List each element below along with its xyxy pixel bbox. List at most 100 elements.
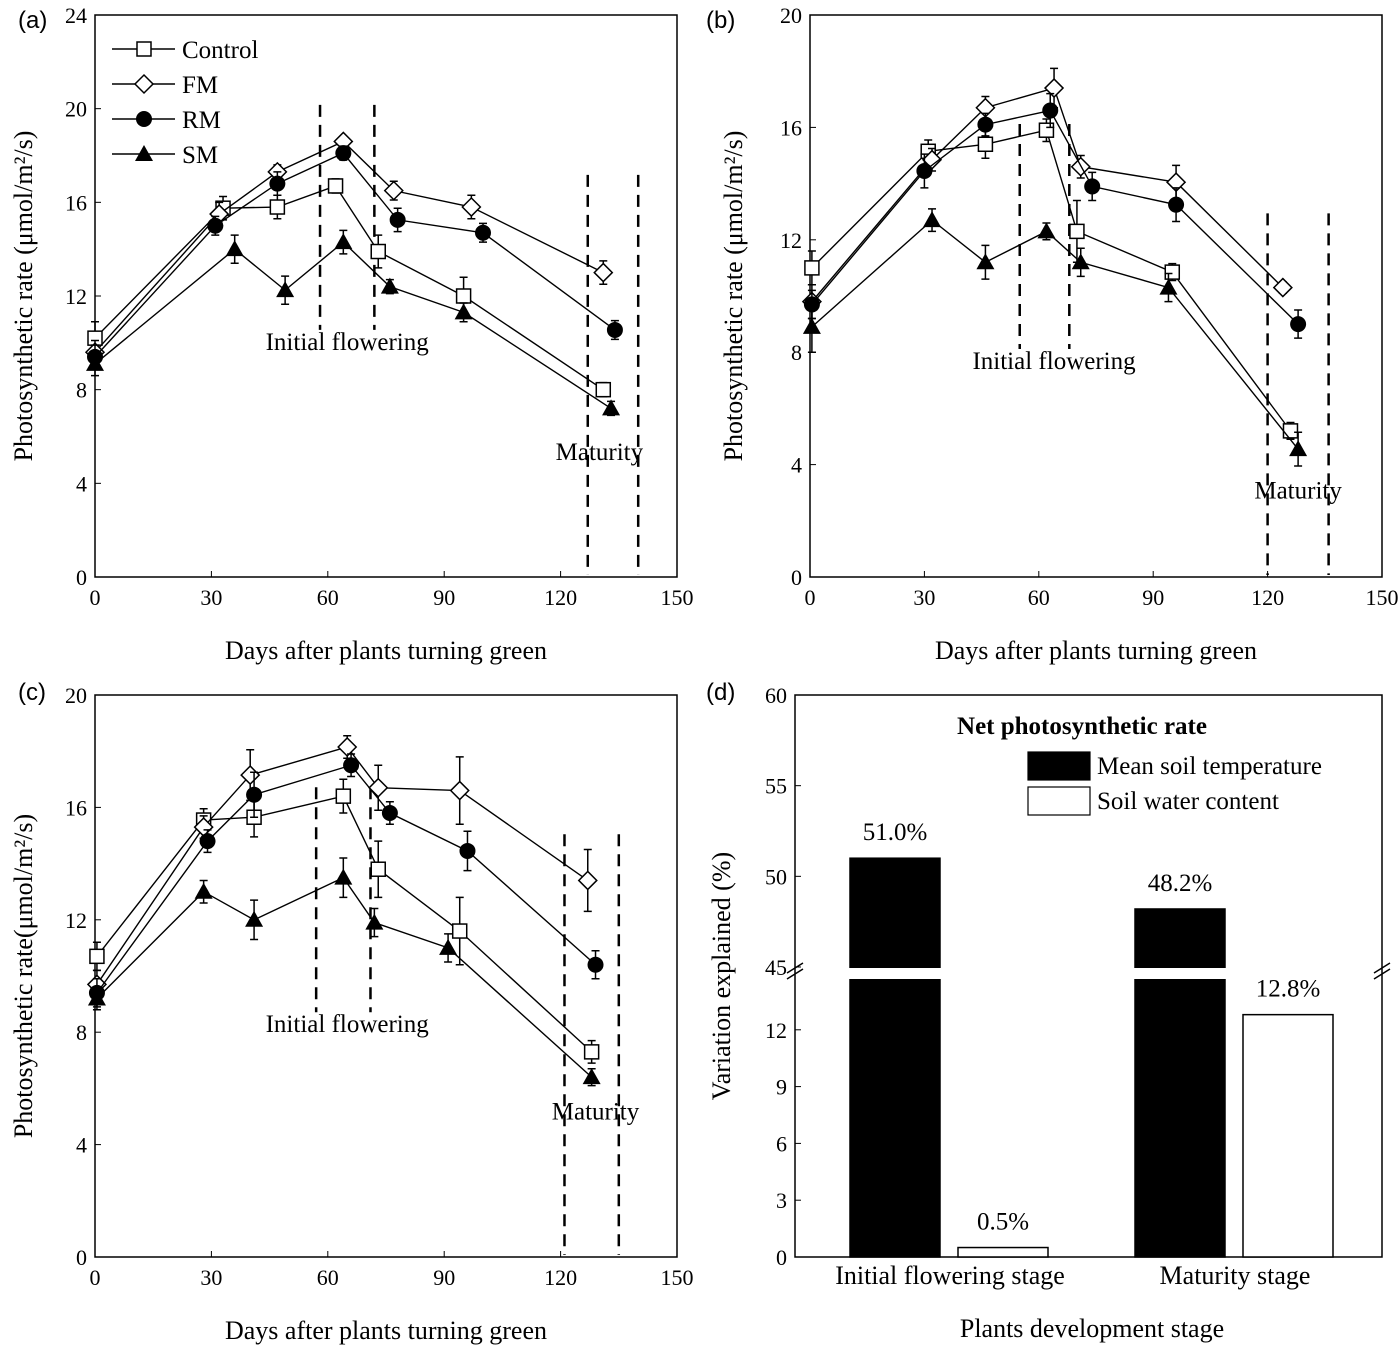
annotation-initial-flowering: Initial flowering [266, 1011, 430, 1038]
legend-swatch [1027, 751, 1091, 781]
marker-diamond [1272, 277, 1293, 298]
marker-triangle [1071, 253, 1090, 270]
marker-triangle [86, 354, 104, 371]
x-tick-label: 0 [90, 1265, 101, 1290]
bar-soil-water [957, 1246, 1049, 1258]
y-tick-label: 0 [76, 565, 87, 590]
legend-label: SM [182, 142, 218, 169]
category-label: Maturity stage [1160, 1261, 1311, 1290]
axis-break-mark [786, 962, 804, 980]
marker-circle [977, 116, 994, 133]
x-axis-label: Days after plants turning green [225, 636, 547, 665]
series-fm [86, 734, 598, 1000]
axis-break-gap [796, 968, 1381, 979]
marker-triangle [225, 240, 244, 257]
marker-triangle [923, 211, 942, 228]
marker-circle [1084, 178, 1101, 195]
x-tick-label: 150 [661, 1265, 694, 1290]
marker-circle [269, 175, 286, 192]
annotation-maturity: Maturity [1254, 477, 1342, 504]
y-tick-label: 3 [776, 1188, 787, 1213]
axis-break-mark [1373, 962, 1391, 980]
y-tick-label: 16 [780, 115, 802, 140]
marker-circle [207, 217, 224, 234]
marker-circle [389, 211, 406, 228]
x-tick-label: 0 [90, 585, 101, 610]
x-tick-label: 30 [200, 1265, 222, 1290]
marker-diamond [461, 196, 482, 218]
y-tick-label: 60 [765, 683, 787, 708]
x-tick-label: 120 [1251, 585, 1284, 610]
y-axis-label: Variation explained (%) [707, 852, 736, 1100]
bar-soil-temperature [1134, 908, 1226, 1258]
marker-triangle [334, 868, 353, 885]
marker-square [583, 1044, 600, 1060]
marker-circle [1168, 196, 1185, 213]
legend-swatch [1027, 786, 1091, 816]
legend-label: FM [182, 72, 218, 99]
plot-frame [794, 694, 1383, 1258]
series-rm [88, 753, 604, 1008]
legend-title: Net photosynthetic rate [957, 713, 1207, 740]
bar-value-label: 48.2% [1148, 870, 1213, 897]
y-tick-label: 8 [791, 340, 802, 365]
marker-diamond [1043, 77, 1065, 99]
bar-value-label: 0.5% [977, 1209, 1029, 1236]
marker-triangle [454, 303, 473, 320]
y-tick-label: 0 [76, 1245, 87, 1270]
bar-soil-water [1242, 1013, 1334, 1258]
x-tick-label: 90 [433, 585, 455, 610]
y-tick-label: 12 [65, 908, 87, 933]
marker-circle [459, 842, 476, 859]
series-rm [803, 92, 1307, 339]
x-tick-label: 30 [913, 585, 935, 610]
marker-diamond [337, 736, 358, 758]
y-tick-label: 9 [776, 1075, 787, 1100]
series-line [94, 152, 616, 358]
panel-label: (c) [18, 679, 46, 706]
marker-square [804, 260, 820, 276]
annotation-maturity: Maturity [556, 439, 644, 466]
y-tick-label: 12 [65, 284, 87, 309]
panel-d: 0 3 6 9 12 45 50 55 60 51.0% 48.2% 0.5% 12.8% Initial… [706, 679, 1391, 1343]
marker-square [89, 948, 105, 965]
y-tick-label: 16 [65, 795, 87, 820]
plot-frame [94, 694, 678, 1258]
y-tick-label: 12 [780, 228, 802, 253]
y-tick-label: 4 [76, 471, 87, 496]
marker-circle [381, 805, 398, 822]
marker-triangle [87, 989, 106, 1006]
series-line [811, 219, 1299, 450]
marker-circle [587, 956, 604, 973]
panel-label: (a) [18, 7, 47, 34]
legend-label: Soil water content [1097, 788, 1279, 815]
marker-triangle [1289, 440, 1308, 457]
y-tick-label: 20 [65, 97, 87, 122]
marker-square [370, 861, 386, 877]
y-tick-label: 4 [791, 453, 802, 478]
y-tick-label: 16 [65, 190, 87, 215]
annotation-initial-flowering: Initial flowering [266, 329, 430, 356]
marker-square [1038, 122, 1055, 138]
x-axis-label: Days after plants turning green [935, 636, 1257, 665]
marker-square [335, 788, 352, 804]
x-tick-label: 60 [317, 585, 339, 610]
y-tick-label: 6 [776, 1131, 787, 1156]
bar-value-label: 51.0% [863, 819, 928, 846]
marker-diamond [449, 780, 470, 801]
x-tick-label: 30 [200, 585, 222, 610]
panel-c: 0 30 60 90 120 150 0 4 8 12 16 20 Days after plants … [9, 679, 694, 1345]
legend: Control FM RM SM [112, 37, 258, 169]
x-tick-label: 0 [805, 585, 816, 610]
y-tick-label: 24 [65, 3, 87, 28]
panel-b: 0 30 60 90 120 150 0 4 8 12 16 20 Days after plants … [706, 3, 1399, 665]
marker-triangle [1159, 278, 1178, 295]
legend-label: Mean soil temperature [1097, 753, 1322, 780]
x-tick-label: 150 [1366, 585, 1399, 610]
marker-circle [1290, 316, 1307, 333]
series-sm [86, 229, 621, 417]
y-axis-label: Photosynthetic rate (μmol/m²/s) [9, 131, 38, 462]
legend-label: Control [182, 37, 258, 64]
series-sm [87, 857, 601, 1087]
